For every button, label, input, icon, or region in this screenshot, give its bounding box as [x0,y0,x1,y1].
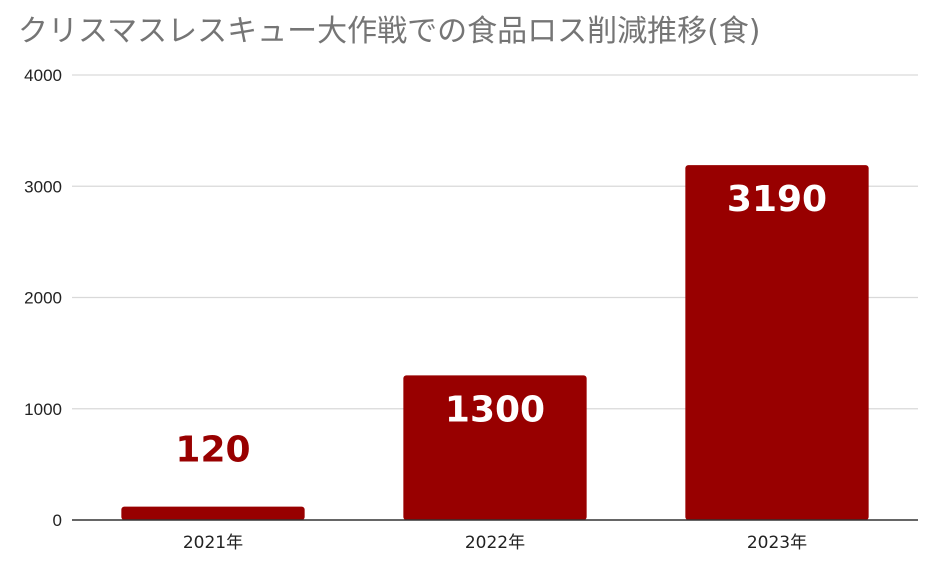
data-label-2023年: 3190 [727,179,827,220]
bar-2021年 [121,506,305,520]
bar-2022年 [403,375,587,520]
x-tick-label-2022年: 2022年 [465,533,525,553]
y-tick-label-4000: 4000 [24,66,62,85]
bar-2023年 [685,165,869,521]
y-axis-tick-labels: 0 1000 2000 3000 4000 [24,66,62,530]
y-tick-label-2000: 2000 [24,289,62,308]
data-label-2021年: 120 [175,430,250,471]
y-tick-label-0: 0 [53,511,62,530]
chart-title: クリスマスレスキュー大作戦での食品ロス削減推移(食) [18,14,761,49]
data-labels: 120 1300 3190 [175,179,827,471]
x-tick-label-2023年: 2023年 [747,533,807,553]
x-axis-tick-labels: 2021年 2022年 2023年 [183,533,807,553]
y-tick-label-3000: 3000 [24,177,62,196]
x-tick-label-2021年: 2021年 [183,533,243,553]
y-tick-label-1000: 1000 [24,400,62,419]
bars [121,165,869,521]
data-label-2022年: 1300 [445,389,545,430]
